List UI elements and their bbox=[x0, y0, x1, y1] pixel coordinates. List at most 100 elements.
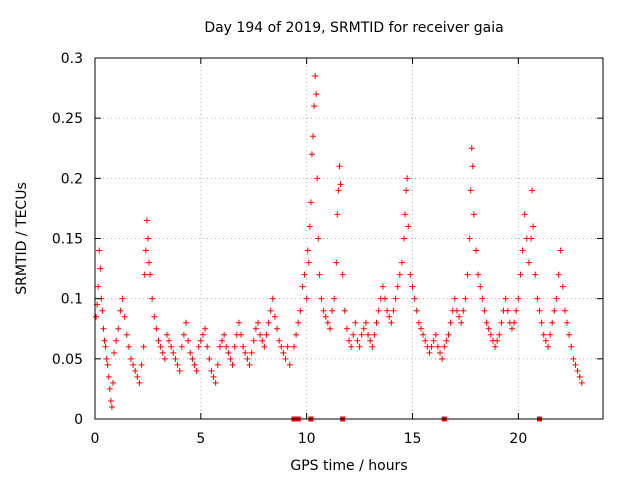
data-point bbox=[384, 307, 391, 314]
data-point bbox=[553, 295, 560, 302]
data-point bbox=[517, 271, 524, 278]
data-point bbox=[439, 355, 446, 362]
data-point bbox=[115, 325, 122, 332]
data-point bbox=[528, 235, 535, 242]
data-point bbox=[180, 331, 187, 338]
data-point bbox=[392, 295, 399, 302]
data-point bbox=[99, 307, 106, 314]
data-point bbox=[136, 379, 143, 386]
data-point bbox=[464, 271, 471, 278]
data-point bbox=[365, 331, 372, 338]
data-point bbox=[402, 211, 409, 218]
data-point bbox=[168, 343, 175, 350]
data-point bbox=[470, 211, 477, 218]
data-point bbox=[343, 325, 350, 332]
data-point bbox=[111, 349, 118, 356]
y-tick-label: 0.25 bbox=[52, 111, 83, 127]
data-point bbox=[142, 247, 149, 254]
data-point bbox=[578, 379, 585, 386]
data-point bbox=[331, 295, 338, 302]
data-point bbox=[542, 337, 549, 344]
data-point bbox=[394, 283, 401, 290]
data-point bbox=[458, 319, 465, 326]
data-point bbox=[487, 331, 494, 338]
data-point bbox=[350, 331, 357, 338]
data-point bbox=[352, 319, 359, 326]
data-point bbox=[191, 361, 198, 368]
x-tick-label: 5 bbox=[196, 431, 205, 447]
data-point bbox=[415, 319, 422, 326]
data-point bbox=[216, 343, 223, 350]
data-point bbox=[494, 337, 501, 344]
data-point bbox=[295, 319, 302, 326]
data-point bbox=[409, 283, 416, 290]
data-point bbox=[430, 337, 437, 344]
data-point bbox=[508, 325, 515, 332]
data-point bbox=[103, 355, 110, 362]
data-point bbox=[479, 295, 486, 302]
data-point bbox=[346, 337, 352, 344]
data-point bbox=[354, 337, 361, 344]
data-point bbox=[557, 247, 564, 254]
data-point bbox=[462, 295, 469, 302]
data-point bbox=[229, 361, 236, 368]
data-point bbox=[485, 325, 492, 332]
data-point bbox=[123, 331, 130, 338]
chart-title: Day 194 of 2019, SRMTID for receiver gai… bbox=[204, 20, 503, 36]
data-point bbox=[405, 223, 412, 230]
data-point bbox=[326, 325, 333, 332]
data-point bbox=[161, 355, 168, 362]
data-point bbox=[172, 355, 179, 362]
data-points bbox=[93, 73, 585, 422]
data-point bbox=[138, 361, 145, 368]
data-point bbox=[221, 331, 228, 338]
y-tick-label: 0.2 bbox=[61, 171, 83, 187]
data-point bbox=[197, 337, 204, 344]
data-point bbox=[532, 271, 539, 278]
data-point bbox=[305, 259, 312, 266]
data-point bbox=[496, 331, 503, 338]
data-point bbox=[159, 349, 166, 356]
data-point bbox=[189, 355, 196, 362]
data-point bbox=[297, 307, 304, 314]
data-point bbox=[267, 307, 274, 314]
data-point bbox=[140, 343, 147, 350]
data-point bbox=[426, 349, 433, 356]
data-point bbox=[551, 307, 558, 314]
data-point bbox=[362, 319, 369, 326]
data-point bbox=[386, 313, 393, 320]
data-point bbox=[127, 355, 134, 362]
grid bbox=[95, 58, 603, 419]
data-point bbox=[316, 271, 323, 278]
data-point bbox=[246, 361, 253, 368]
data-point bbox=[185, 337, 192, 344]
data-point bbox=[417, 325, 424, 332]
data-point bbox=[502, 295, 509, 302]
y-axis-label: SRMTID / TECUs bbox=[14, 182, 30, 295]
data-point bbox=[313, 91, 320, 98]
x-tick-label: 10 bbox=[298, 431, 316, 447]
data-point bbox=[555, 271, 562, 278]
data-point bbox=[312, 73, 319, 80]
y-tick-label: 0 bbox=[74, 412, 83, 428]
data-point bbox=[561, 307, 568, 314]
data-point bbox=[379, 283, 386, 290]
data-point bbox=[413, 307, 420, 314]
data-point bbox=[341, 307, 348, 314]
data-point bbox=[304, 247, 311, 254]
data-point bbox=[483, 319, 490, 326]
data-point bbox=[447, 319, 454, 326]
data-point bbox=[540, 331, 547, 338]
data-point bbox=[519, 247, 526, 254]
data-point bbox=[428, 343, 435, 350]
data-point bbox=[473, 247, 479, 254]
data-point bbox=[437, 349, 444, 356]
data-point bbox=[293, 331, 300, 338]
data-point bbox=[511, 319, 518, 326]
data-point bbox=[257, 331, 264, 338]
data-point bbox=[132, 367, 139, 374]
data-point bbox=[96, 247, 103, 254]
data-point bbox=[176, 367, 183, 374]
data-point bbox=[214, 361, 221, 368]
